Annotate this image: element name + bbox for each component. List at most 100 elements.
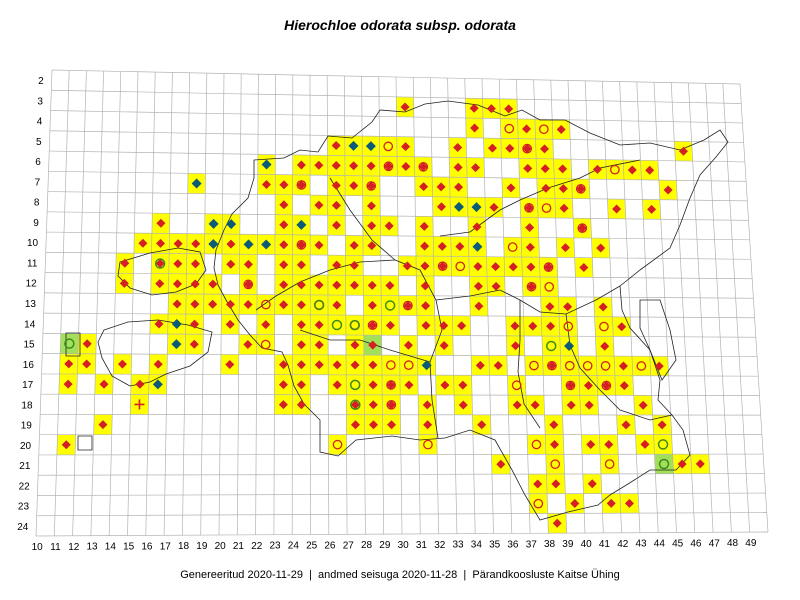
- red-circle-marker: [385, 360, 396, 370]
- red-diamond-marker: [550, 439, 560, 449]
- red-diamond-marker: [558, 164, 568, 174]
- red-diamond-marker: [473, 281, 483, 291]
- row-tick-label: 18: [21, 400, 33, 411]
- row-tick-label: 19: [21, 421, 33, 432]
- red-diamond-marker: [296, 400, 306, 410]
- red-circle-marker: [366, 181, 377, 191]
- red-diamond-marker: [621, 420, 631, 430]
- red-diamond-marker: [331, 141, 341, 151]
- row-tick-label: 17: [22, 380, 34, 391]
- grid-line: [533, 79, 549, 534]
- occupied-cell: [534, 119, 553, 140]
- occupied-cell: [537, 198, 556, 218]
- grid-line: [45, 251, 751, 260]
- red-circle-marker: [600, 361, 611, 371]
- grid-line: [636, 81, 659, 533]
- grid-line: [326, 75, 330, 535]
- grid-line: [361, 76, 366, 535]
- internal-border-3: [435, 285, 621, 315]
- row-tick-label: 15: [23, 340, 35, 351]
- occupied-cell: [605, 159, 624, 180]
- red-diamond-marker: [420, 261, 430, 271]
- red-diamond-marker: [576, 184, 586, 194]
- occupied-cell: [524, 355, 544, 376]
- grid-line: [412, 77, 421, 534]
- red-diamond-marker: [436, 182, 446, 192]
- red-diamond-marker: [279, 300, 289, 310]
- red-circle-marker: [636, 361, 647, 371]
- red-diamond-marker: [522, 124, 532, 134]
- blue-diamond-marker: [296, 219, 307, 230]
- red-circle-marker: [604, 459, 615, 469]
- red-diamond-marker: [366, 181, 376, 191]
- green-circle-marker: [154, 258, 166, 269]
- column-tick-label: 31: [416, 540, 428, 551]
- grid-line: [51, 69, 741, 85]
- green-circle-marker: [349, 319, 361, 331]
- red-circle-marker: [547, 360, 557, 371]
- red-diamond-marker: [314, 200, 324, 210]
- column-tick-label: 33: [452, 540, 464, 551]
- red-diamond-marker: [525, 223, 535, 233]
- red-diamond-marker: [524, 203, 534, 213]
- red-diamond-marker: [225, 359, 235, 369]
- red-diamond-marker: [422, 400, 432, 410]
- grid-line: [602, 81, 622, 533]
- red-circle-marker: [582, 360, 593, 371]
- row-tick-label: 4: [37, 117, 43, 128]
- row-tick-label: 10: [27, 238, 39, 249]
- red-diamond-marker: [436, 202, 446, 212]
- red-diamond-marker: [522, 144, 532, 154]
- grid-line: [670, 82, 696, 533]
- red-diamond-marker: [314, 360, 324, 370]
- red-diamond-marker: [386, 400, 396, 410]
- column-tick-label: 23: [269, 541, 281, 552]
- red-circle-marker: [575, 183, 586, 194]
- footer-separator: |: [460, 569, 470, 581]
- red-diamond-marker: [349, 280, 359, 290]
- occupied-cell: [594, 316, 614, 337]
- occupied-cell: [399, 355, 418, 376]
- red-diamond-marker: [331, 160, 341, 170]
- red-diamond-marker: [243, 259, 253, 269]
- red-diamond-marker: [367, 221, 377, 231]
- red-diamond-marker: [438, 261, 448, 271]
- occupied-cell: [310, 294, 328, 315]
- grid-line: [182, 72, 190, 536]
- red-circle-marker: [504, 123, 515, 134]
- grid-line: [51, 89, 742, 104]
- red-circle-marker: [383, 141, 394, 152]
- red-diamond-marker: [117, 359, 127, 369]
- grid-line: [53, 70, 70, 536]
- red-diamond-marker: [368, 340, 378, 350]
- grid-line: [291, 74, 294, 535]
- red-diamond-marker: [506, 183, 516, 193]
- red-diamond-marker: [243, 299, 253, 309]
- occupied-cell: [559, 316, 578, 337]
- occupied-cell: [379, 136, 397, 157]
- grid-line: [218, 73, 225, 536]
- blue-diamond-marker: [191, 178, 202, 189]
- red-diamond-marker: [332, 360, 342, 370]
- organization-name: Pärandkoosluste Kaitse Ühing: [472, 569, 620, 581]
- green-circle-marker: [384, 300, 396, 311]
- red-diamond-marker: [604, 439, 614, 449]
- column-tick-label: 43: [635, 539, 647, 550]
- grid-line: [37, 492, 766, 496]
- red-diamond-marker: [523, 163, 533, 173]
- red-diamond-marker: [647, 204, 657, 214]
- red-diamond-marker: [487, 143, 497, 153]
- red-diamond-marker: [261, 179, 271, 189]
- red-diamond-marker: [437, 241, 447, 251]
- red-diamond-marker: [404, 380, 414, 390]
- blue-diamond-marker: [226, 219, 237, 230]
- grid-line: [236, 73, 242, 535]
- blue-diamond-marker: [421, 360, 432, 371]
- red-diamond-marker: [400, 102, 410, 112]
- red-diamond-marker: [172, 299, 182, 309]
- red-diamond-marker: [454, 182, 464, 192]
- red-diamond-marker: [473, 261, 483, 271]
- red-diamond-marker: [173, 239, 183, 249]
- occupied-cell: [328, 315, 346, 335]
- red-diamond-marker: [540, 164, 550, 174]
